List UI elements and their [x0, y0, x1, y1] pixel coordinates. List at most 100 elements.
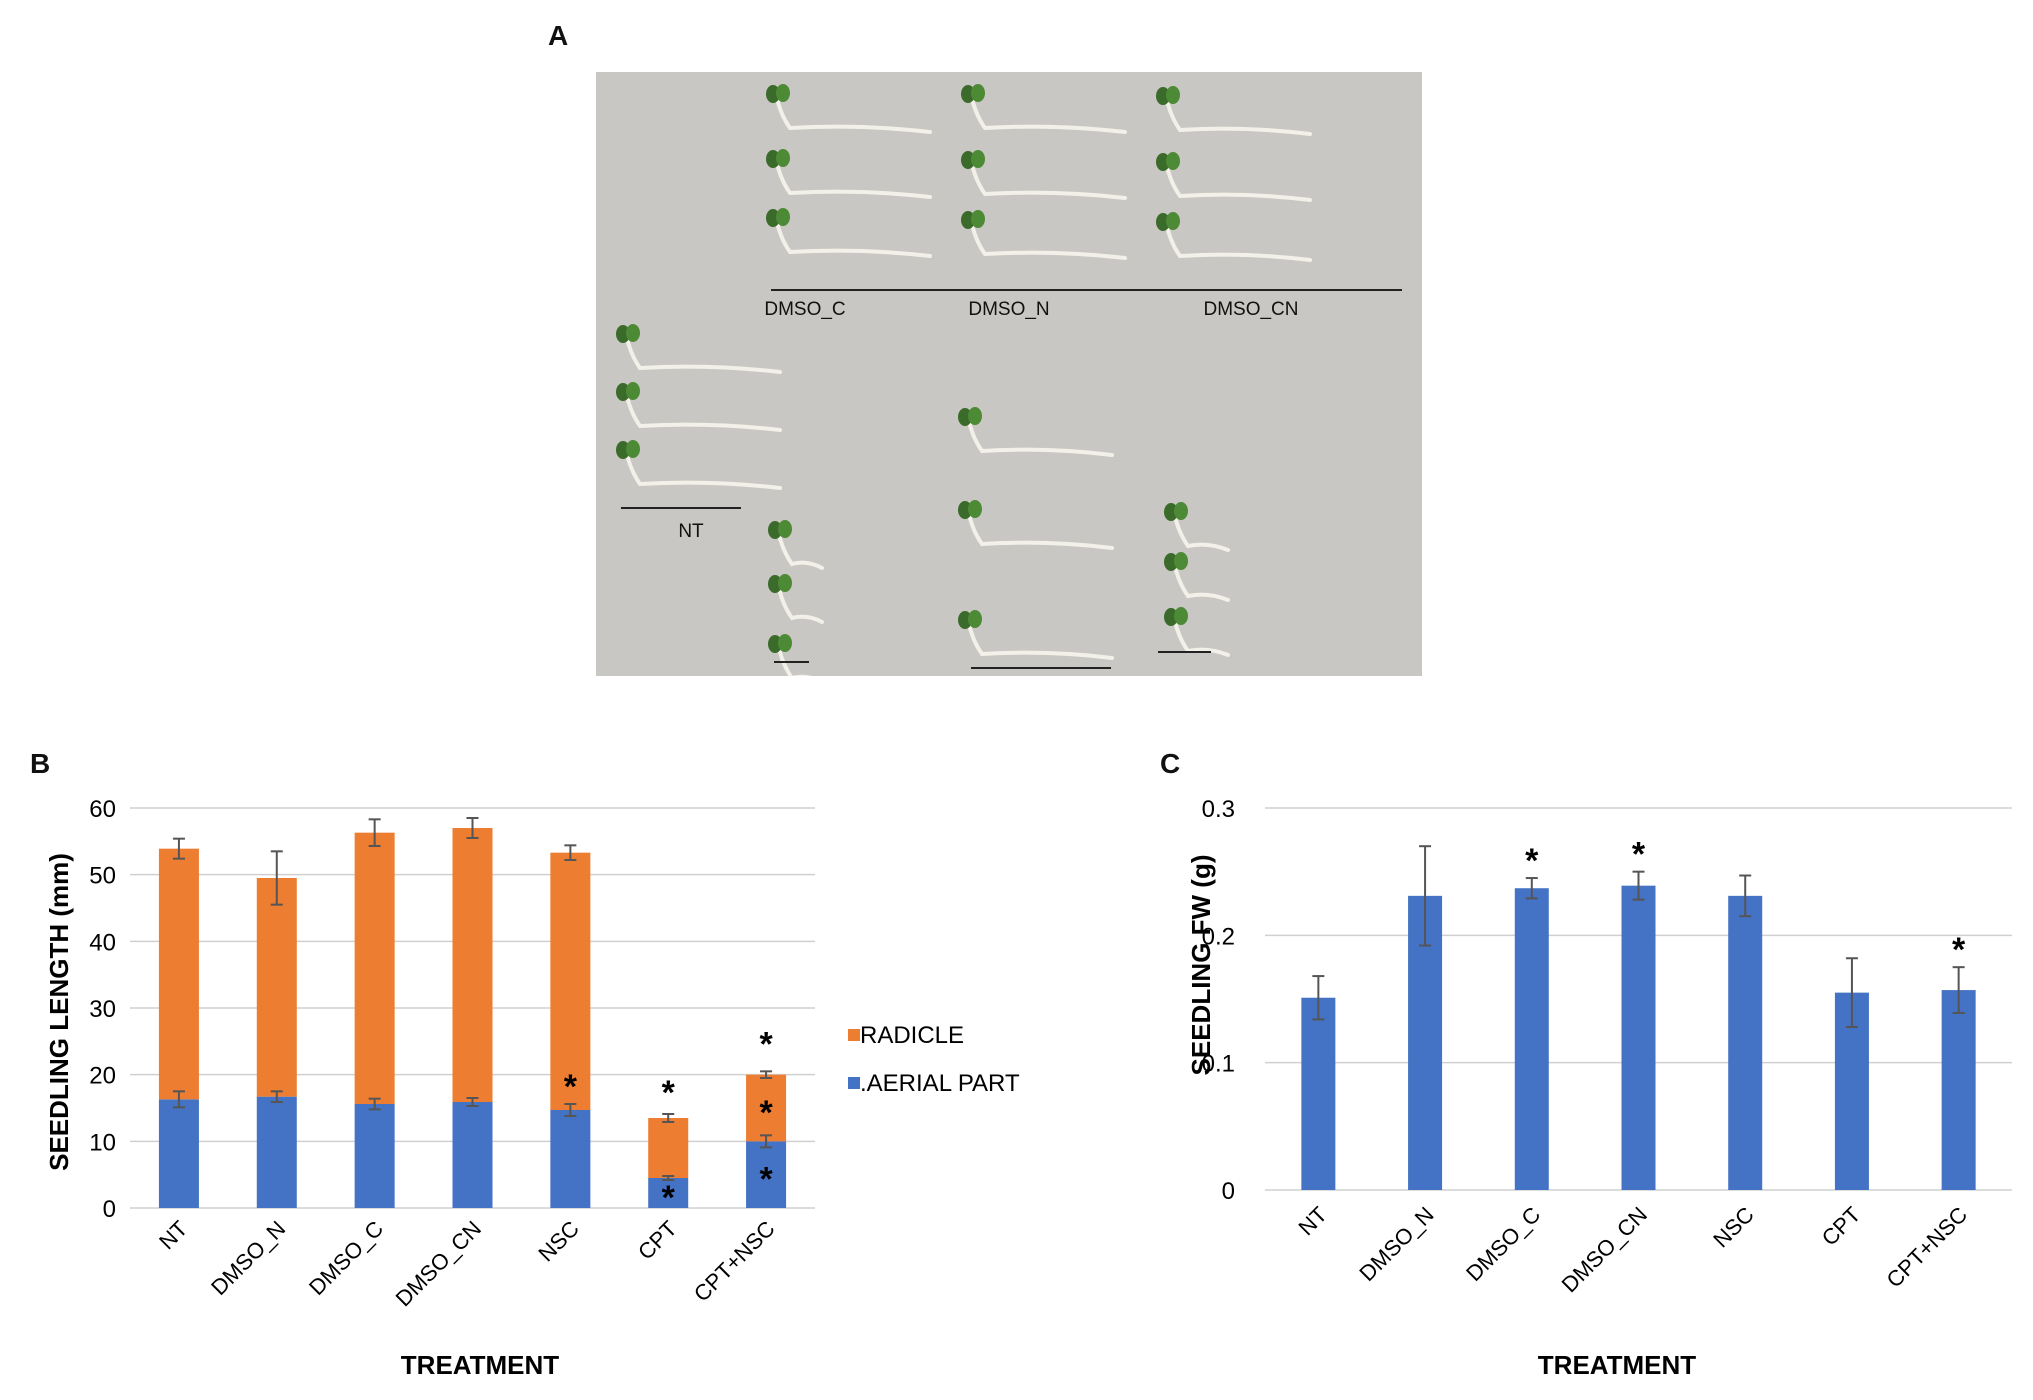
- cotyledon: [1156, 213, 1170, 231]
- b-x-tick: CPT: [633, 1216, 682, 1265]
- seedling-root: [774, 157, 932, 199]
- b-x-tick: DMSO_CN: [391, 1216, 486, 1311]
- b-bar-aerial: [256, 1096, 297, 1208]
- cotyledon: [968, 407, 982, 425]
- c-x-axis-title: TREATMENT: [1538, 1350, 1697, 1380]
- c-y-tick-labels: 0 0.1 0.2 0.3: [1202, 796, 1235, 1205]
- cotyledon: [1156, 87, 1170, 105]
- b-bar-radicle: [256, 878, 297, 1097]
- group-label: DMSO_C: [764, 299, 845, 320]
- b-y-tick: 60: [89, 796, 116, 823]
- seedling-root: [624, 332, 782, 374]
- cotyledon: [971, 84, 985, 102]
- cotyledon: [776, 208, 790, 226]
- b-bar-radicle: [746, 1074, 787, 1142]
- c-error-bars: [1312, 845, 1965, 1029]
- b-significance-star: *: [759, 1161, 773, 1199]
- b-x-tick: NT: [154, 1216, 192, 1254]
- cotyledon: [1166, 212, 1180, 230]
- c-x-tick: DMSO_C: [1461, 1202, 1545, 1286]
- b-x-tick: CPT+NSC: [689, 1216, 780, 1307]
- panel-c-letter: C: [1160, 748, 1181, 779]
- cotyledon: [616, 325, 630, 343]
- seedling-root: [966, 415, 1114, 457]
- seedling-root: [1172, 560, 1230, 602]
- cotyledon: [1174, 607, 1188, 625]
- cotyledon: [768, 521, 782, 539]
- b-x-tick: DMSO_C: [304, 1216, 388, 1300]
- cotyledon: [776, 84, 790, 102]
- panel-b-letter: B: [30, 748, 51, 779]
- c-bar: [1728, 895, 1763, 1190]
- cotyledon: [1166, 86, 1180, 104]
- c-y-tick: 0.1: [1202, 1051, 1235, 1078]
- b-y-tick: 20: [89, 1063, 116, 1090]
- b-x-tick: NSC: [533, 1216, 584, 1267]
- cotyledon: [1164, 553, 1178, 571]
- seedling-root: [1164, 94, 1312, 136]
- b-bar-aerial: [746, 1141, 787, 1208]
- c-x-tick: NSC: [1708, 1202, 1759, 1253]
- b-significance-star: *: [662, 1074, 676, 1112]
- c-y-tick: 0.3: [1202, 796, 1235, 823]
- b-x-tick-labels: NT DMSO_N DMSO_C DMSO_CN NSC CPT CPT+NSC: [154, 1216, 780, 1312]
- c-significance-star: *: [1952, 931, 1966, 969]
- b-bar-radicle: [354, 832, 395, 1104]
- b-bar-radicle: [648, 1118, 689, 1178]
- cotyledon: [766, 150, 780, 168]
- b-bar-radicle: [158, 848, 199, 1100]
- c-bar: [1941, 990, 1976, 1190]
- b-legend: RADICLE .AERIAL PART: [848, 1022, 1020, 1097]
- cotyledon: [961, 85, 975, 103]
- seedling-root: [776, 642, 813, 676]
- c-bar: [1621, 885, 1656, 1190]
- c-y-tick: 0: [1222, 1178, 1235, 1205]
- b-bar-aerial: [158, 1099, 199, 1208]
- b-bar-aerial: [550, 1110, 591, 1208]
- cotyledon: [1164, 608, 1178, 626]
- cotyledon: [968, 500, 982, 518]
- panel-a-letter: A: [548, 20, 569, 51]
- b-y-tick: 0: [103, 1196, 116, 1223]
- c-x-tick: DMSO_CN: [1557, 1202, 1652, 1297]
- c-significance-star: *: [1632, 836, 1646, 874]
- b-y-tick: 10: [89, 1129, 116, 1156]
- cotyledon: [958, 611, 972, 629]
- c-gridlines: [1265, 807, 2012, 1191]
- cotyledon: [626, 440, 640, 458]
- cotyledon: [766, 209, 780, 227]
- b-error-bars: [172, 817, 773, 1181]
- seedling-root: [1164, 220, 1312, 262]
- cotyledon: [778, 574, 792, 592]
- c-bar: [1408, 895, 1443, 1190]
- b-bar-radicle: [550, 852, 591, 1110]
- b-significance-marks: * * * * * *: [564, 1025, 774, 1217]
- seedlings-layer: [616, 84, 1312, 676]
- b-significance-star: *: [564, 1068, 578, 1106]
- seedling-root: [776, 528, 824, 570]
- c-bar: [1834, 992, 1869, 1190]
- b-significance-star: *: [759, 1094, 773, 1132]
- photo-background: [596, 72, 1422, 676]
- seedling-root: [1172, 510, 1230, 552]
- b-bar-radicle: [452, 828, 493, 1102]
- cotyledon: [961, 151, 975, 169]
- b-significance-star: *: [759, 1025, 773, 1063]
- seedling-root: [774, 216, 932, 258]
- cotyledon: [968, 610, 982, 628]
- cotyledon: [971, 150, 985, 168]
- c-significance-star: *: [1525, 842, 1539, 880]
- cotyledon: [616, 383, 630, 401]
- cotyledon: [768, 575, 782, 593]
- b-significance-star: *: [662, 1179, 676, 1217]
- b-legend-swatch: [848, 1029, 860, 1041]
- cotyledon: [778, 520, 792, 538]
- cotyledon: [961, 211, 975, 229]
- seedling-root: [966, 618, 1114, 660]
- cotyledon: [1174, 552, 1188, 570]
- b-y-axis-title: SEEDLING LENGTH (mm): [44, 853, 74, 1171]
- seedling-root: [624, 390, 782, 432]
- seedling-root: [966, 508, 1114, 550]
- b-bar-aerial: [648, 1178, 689, 1208]
